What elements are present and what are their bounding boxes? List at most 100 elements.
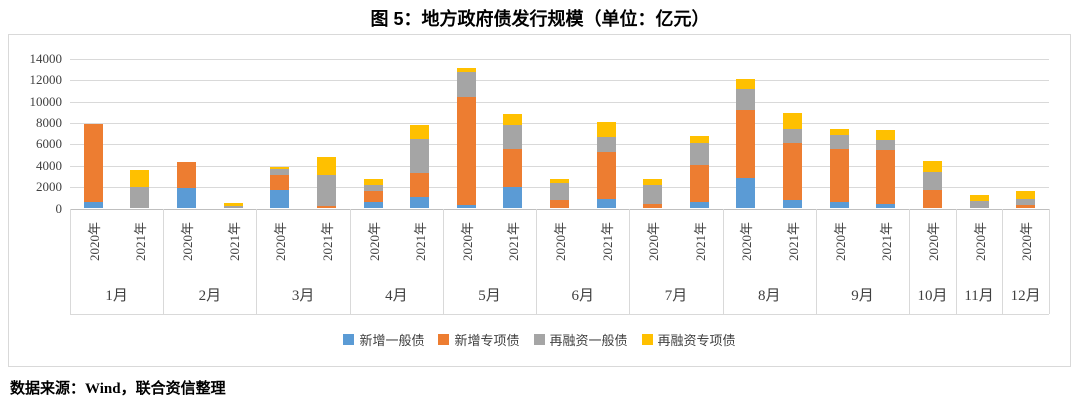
bar-segment <box>829 129 849 135</box>
bar-segment <box>363 191 383 202</box>
bar-segment <box>969 201 989 209</box>
legend: 新增一般债 新增专项债 再融资一般债 再融资专项债 <box>9 330 1070 349</box>
bar-segment <box>689 202 709 209</box>
bar-segment <box>736 79 756 90</box>
bar-segment <box>503 148 523 187</box>
legend-swatch-icon <box>533 334 545 345</box>
category-divider <box>909 208 911 314</box>
bar-segment <box>550 178 569 184</box>
bar-segment <box>829 134 849 150</box>
year-text: 2021年 <box>692 221 708 261</box>
y-axis-tick-label: 14000 <box>29 50 63 66</box>
year-text: 2021年 <box>319 221 335 261</box>
legend-label: 新增一般债 <box>359 333 425 348</box>
grid-line <box>70 101 1049 103</box>
category-divider <box>629 208 631 314</box>
grid-line <box>70 122 1049 124</box>
bar-segment <box>270 174 290 190</box>
category-divider <box>1049 208 1050 314</box>
bar-segment <box>783 143 803 200</box>
year-text: 2020年 <box>646 221 662 261</box>
bar-segment <box>177 162 197 189</box>
year-text: 2020年 <box>925 221 941 261</box>
bar-segment <box>736 89 756 110</box>
month-label: 6月 <box>571 288 595 304</box>
x-axis-line <box>70 208 1049 210</box>
bar-segment <box>876 130 896 140</box>
y-axis-tick-label: 4000 <box>36 157 62 173</box>
year-text: 2020年 <box>552 221 568 261</box>
legend-item: 再融资专项债 <box>641 330 736 349</box>
y-axis-tick-label: 10000 <box>29 93 63 109</box>
bar-segment <box>270 169 290 175</box>
bar-segment <box>363 201 383 209</box>
month-label: 12月 <box>1010 288 1041 304</box>
bar-segment <box>922 161 942 172</box>
bar-segment <box>783 113 803 129</box>
category-divider <box>70 208 71 314</box>
year-text: 2020年 <box>459 221 475 261</box>
y-axis-tick-label: 0 <box>55 200 63 216</box>
bar-segment <box>596 137 616 152</box>
bar-segment <box>922 171 942 191</box>
bar-segment <box>316 175 336 206</box>
bar-segment <box>503 125 523 149</box>
year-text: 2020年 <box>1019 221 1035 261</box>
bar-segment <box>596 198 616 209</box>
y-axis-tick-label: 8000 <box>36 114 62 130</box>
category-divider <box>955 208 957 314</box>
bar-segment <box>1016 205 1036 209</box>
year-text: 2020年 <box>832 221 848 261</box>
y-axis-tick-label: 2000 <box>36 179 62 195</box>
year-text: 2020年 <box>366 221 382 261</box>
bar-segment <box>456 96 476 205</box>
legend-item: 新增一般债 <box>343 330 424 349</box>
category-axis-bottom-line <box>70 314 1049 315</box>
bar-segment <box>550 199 569 209</box>
bar-segment <box>503 114 523 126</box>
year-text: 2021年 <box>599 221 615 261</box>
year-text: 2021年 <box>879 221 895 261</box>
bar-segment <box>130 169 150 188</box>
category-divider <box>349 208 351 314</box>
bar-segment <box>223 205 243 209</box>
bar-segment <box>876 140 896 150</box>
bar-segment <box>410 197 430 209</box>
bar-segment <box>969 195 989 201</box>
legend-label: 新增专项债 <box>454 333 520 348</box>
bar-segment <box>456 204 476 209</box>
bar-segment <box>643 184 663 205</box>
bar-segment <box>783 199 803 209</box>
legend-label: 再融资专项债 <box>657 333 736 348</box>
category-divider <box>722 208 724 314</box>
bar-segment <box>130 187 150 209</box>
grid-line <box>70 80 1049 82</box>
year-text: 2020年 <box>86 221 102 261</box>
bar-segment <box>736 178 756 209</box>
bar-segment <box>689 143 709 166</box>
bar-segment <box>1016 190 1036 200</box>
bar-segment <box>83 202 103 209</box>
bar-segment <box>829 201 849 209</box>
bar-segment <box>316 156 336 176</box>
y-axis-tick-label: 12000 <box>29 72 63 88</box>
grid-line <box>70 58 1049 60</box>
month-label: 4月 <box>385 288 408 304</box>
category-divider <box>815 208 817 314</box>
year-text: 2021年 <box>133 221 149 261</box>
month-label: 7月 <box>664 288 688 304</box>
category-divider <box>163 208 165 314</box>
y-axis-tick-label: 6000 <box>36 136 62 152</box>
legend-swatch-icon <box>641 334 653 345</box>
bar-segment <box>177 188 197 209</box>
bar-segment <box>596 151 616 199</box>
bar-segment <box>922 190 942 209</box>
bar-segment <box>876 149 896 205</box>
bar-segment <box>270 166 290 170</box>
legend-item: 再融资一般债 <box>533 330 628 349</box>
year-text: 2020年 <box>972 221 988 261</box>
month-label: 2月 <box>198 288 222 304</box>
bar-segment <box>270 189 290 209</box>
bar-segment <box>83 123 103 203</box>
